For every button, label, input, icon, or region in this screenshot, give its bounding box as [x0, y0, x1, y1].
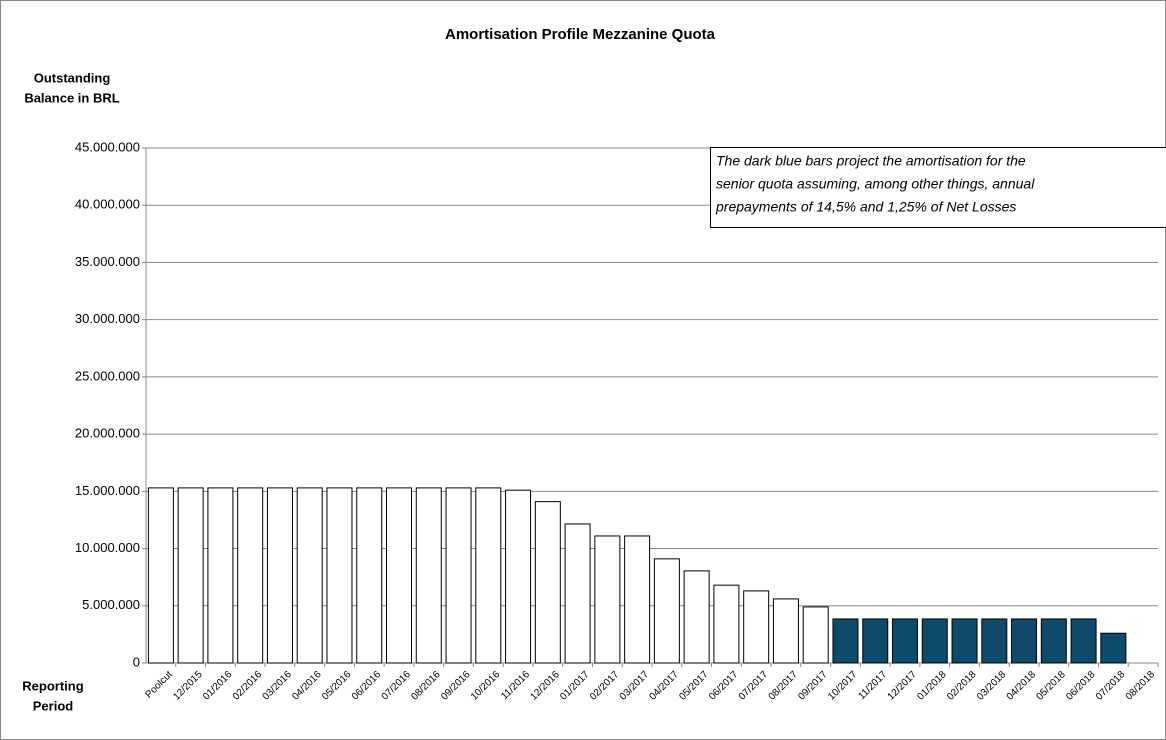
bar [445, 487, 472, 664]
bar [772, 598, 799, 664]
y-tick-label: 0 [133, 654, 140, 669]
y-tick-label: 30.000.000 [75, 311, 140, 326]
bar [177, 487, 204, 664]
bar [981, 618, 1008, 664]
bar [1040, 618, 1067, 664]
bar [356, 487, 383, 664]
bar [832, 618, 859, 664]
chart-title: Amortisation Profile Mezzanine Quota [445, 26, 716, 43]
x-axis-title: Period [33, 698, 74, 713]
bar [1070, 618, 1097, 664]
y-axis-title: Outstanding [34, 70, 111, 85]
bar [415, 487, 442, 664]
y-tick-label: 25.000.000 [75, 368, 140, 383]
bar [594, 535, 621, 664]
bar [1100, 632, 1127, 664]
bar [921, 618, 948, 664]
bar [624, 535, 651, 664]
y-tick-label: 5.000.000 [82, 597, 140, 612]
y-tick-label: 45.000.000 [75, 139, 140, 154]
bar [326, 487, 353, 664]
bar [207, 487, 234, 664]
bar [743, 590, 770, 664]
bar [564, 523, 591, 664]
bar [1011, 618, 1038, 664]
bar [237, 487, 264, 664]
annotation-box [710, 147, 1166, 228]
bar [266, 487, 293, 664]
y-axis-title: Balance in BRL [24, 90, 119, 105]
annotation: prepayments of 14,5% and 1,25% of Net Lo… [715, 199, 1016, 215]
bar [147, 487, 174, 664]
bar [891, 618, 919, 664]
bar [296, 487, 323, 664]
bar [951, 618, 978, 664]
annotation: senior quota assuming, among other thing… [716, 176, 1035, 192]
bar [505, 489, 532, 664]
bar [653, 558, 680, 664]
bar [713, 584, 740, 664]
bar [385, 487, 413, 664]
y-tick-label: 20.000.000 [75, 426, 140, 441]
y-tick-label: 35.000.000 [75, 254, 140, 269]
x-axis-title: Reporting [22, 678, 83, 693]
bar [475, 487, 502, 664]
annotation: The dark blue bars project the amortisat… [716, 153, 1026, 169]
bar [862, 618, 889, 664]
bar [683, 570, 710, 664]
y-tick-label: 15.000.000 [75, 483, 140, 498]
y-tick-label: 10.000.000 [75, 540, 140, 555]
bar [534, 501, 561, 664]
bar [802, 606, 829, 664]
y-tick-label: 40.000.000 [75, 197, 140, 212]
